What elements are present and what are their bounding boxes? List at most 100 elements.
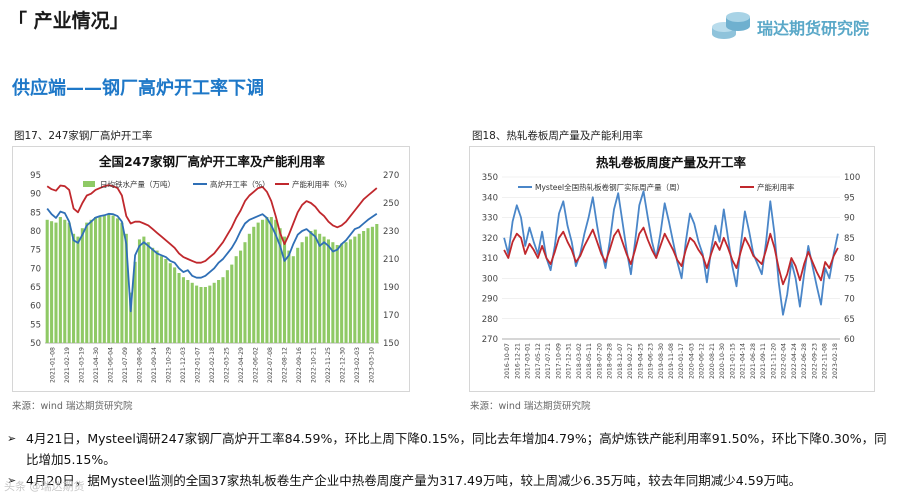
bar <box>261 219 265 343</box>
bar <box>177 273 181 343</box>
y-left-tick-label: 270 <box>482 335 498 345</box>
chart-panel-1: 全国247家钢厂高炉开工率及产能利用率 50 55 60 65 70 75 80 85 90 95 1… <box>12 146 410 392</box>
bar <box>195 285 199 343</box>
bar <box>247 233 251 343</box>
y-left-tick-label: 330 <box>482 214 498 224</box>
x-tick-label: 2019-04-25 <box>637 343 644 379</box>
bar <box>291 256 295 343</box>
arrow-bullet-icon: ➢ <box>7 474 17 487</box>
bar <box>54 222 58 343</box>
bar <box>72 233 76 343</box>
bar <box>137 239 142 343</box>
page-header: 「 产业情况」 瑞达期货研究院 <box>0 0 900 60</box>
bar <box>256 222 260 343</box>
bar <box>186 280 190 343</box>
bar <box>124 233 128 343</box>
x-tick-label: 2022-09-23 <box>811 343 818 379</box>
bar <box>348 239 352 343</box>
x-tick-label: 2019-08-30 <box>658 343 665 379</box>
x-tick-label: 2017-03-01 <box>525 343 532 379</box>
bar <box>94 217 98 343</box>
y-left-tick-label: 95 <box>30 171 41 181</box>
y-left-tick-label: 75 <box>30 246 41 256</box>
bar <box>265 217 269 343</box>
x-tick-label: 2016-10-07 <box>504 343 511 379</box>
series-line <box>46 184 378 264</box>
bar <box>318 233 322 343</box>
x-tick-label: 2018-03-02 <box>576 343 583 379</box>
x-tick-label: 2022-07-08 <box>267 347 274 383</box>
x-tick-label: 2019-11-08 <box>668 343 675 379</box>
x-tick-label: 2021-07-09 <box>122 347 129 383</box>
bar <box>67 222 71 343</box>
x-tick-label: 2022-04-29 <box>238 347 245 383</box>
x-tick-label: 2017-07-21 <box>545 343 552 379</box>
bar <box>370 226 374 343</box>
bar <box>278 228 282 343</box>
bar <box>115 218 120 343</box>
chart-panel-2: 热轧卷板周度产量及开工率 270 280 290 300 310 320 330 340 350 6… <box>469 146 875 392</box>
y-right-tick-label: 95 <box>844 193 855 203</box>
bar <box>203 287 207 343</box>
chart-blast-furnace-rate: 全国247家钢厂高炉开工率及产能利用率 50 55 60 65 70 75 80 85 90 95 1… <box>30 154 399 383</box>
figure-caption-1: 图17、247家钢厂高炉开工率 <box>14 130 153 142</box>
y-left-tick-label: 290 <box>482 295 498 305</box>
x-tick-label: 2022-02-18 <box>209 347 216 383</box>
y-left-tick-label: 340 <box>482 193 498 203</box>
bar <box>102 215 106 343</box>
legend-label: 日均铁水产量（万吨） <box>100 179 175 189</box>
x-tick-label: 2022-01-07 <box>194 347 201 383</box>
y-right-tick-label: 150 <box>383 339 399 349</box>
bar <box>85 222 89 343</box>
y-right-tick-label: 65 <box>844 315 855 325</box>
x-tick-label: 2018-05-11 <box>586 343 593 379</box>
y-right-tick-label: 60 <box>844 335 855 345</box>
x-tick-label: 2019-06-23 <box>648 343 655 379</box>
y-left-tick-label: 350 <box>482 173 498 183</box>
x-tick-label: 2021-08-06 <box>136 347 143 383</box>
y-right-tick-label: 190 <box>383 283 399 293</box>
y-left-tick-label: 50 <box>30 339 41 349</box>
y-left-tick-label: 280 <box>482 315 498 325</box>
bar <box>243 242 247 343</box>
bar <box>344 242 348 343</box>
x-tick-label: 2021-04-14 <box>740 343 747 379</box>
x-tick-label: 2021-09-11 <box>760 343 767 379</box>
bar <box>146 242 150 343</box>
bar <box>76 236 80 343</box>
bar <box>304 236 309 343</box>
x-tick-label: 2022-11-08 <box>822 343 829 379</box>
bar <box>151 247 155 343</box>
bar <box>239 250 243 343</box>
bar <box>155 250 159 343</box>
y-right-tick-label: 250 <box>383 199 399 209</box>
bar <box>98 217 102 343</box>
summary-bullets: ➢ 4月21日，Mysteel调研247家钢厂高炉开工率84.59%，环比上周下… <box>4 428 896 491</box>
y-right-tick-label: 90 <box>844 214 855 224</box>
y-right-tick-label: 70 <box>844 295 855 305</box>
x-tick-label: 2023-02-18 <box>832 343 839 379</box>
bar <box>217 280 221 343</box>
x-tick-label: 2018-09-28 <box>607 343 614 379</box>
bar <box>375 224 379 343</box>
bar <box>111 215 115 343</box>
bar <box>190 282 194 343</box>
source-note-2: 来源：wind 瑞达期货研究院 <box>470 401 591 412</box>
y-left-tick-label: 310 <box>482 254 498 264</box>
coins-icon <box>712 12 750 39</box>
y-right-tick-label: 210 <box>383 255 399 265</box>
bar <box>63 219 67 343</box>
x-tick-label: 2022-03-25 <box>224 347 231 383</box>
bar <box>80 228 84 343</box>
bar <box>212 282 216 343</box>
x-tick-label: 2022-06-28 <box>801 343 808 379</box>
x-tick-label: 2017-05-12 <box>535 343 542 379</box>
y-left-tick-label: 80 <box>30 227 41 237</box>
bullet-item: ➢ 4月21日，Mysteel调研247家钢厂高炉开工率84.59%，环比上周下… <box>4 428 896 470</box>
series-line <box>503 190 839 316</box>
legend-label: Mysteel全国热轧板卷钢厂实际周产量（周） <box>535 182 684 192</box>
bar <box>326 239 330 343</box>
bar <box>309 231 313 343</box>
y-right-tick-label: 270 <box>383 171 399 181</box>
y-left-tick-label: 65 <box>30 283 41 293</box>
